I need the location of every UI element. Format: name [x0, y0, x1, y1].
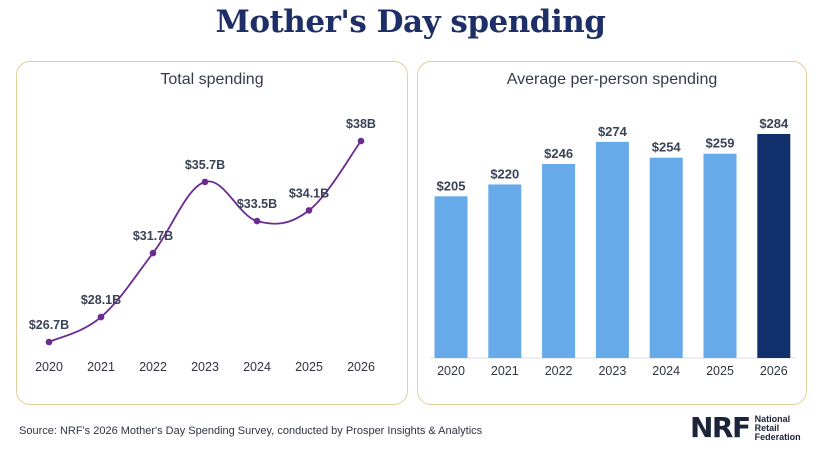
nrf-logo-mark: NRF [690, 411, 751, 444]
bar-2024 [649, 157, 683, 358]
bar-2025 [703, 153, 737, 358]
page-title: Mother's Day spending [215, 4, 606, 40]
line-point-2020 [45, 338, 53, 346]
per-person-panel: Average per-person spending $205 2020 $220… [417, 61, 807, 405]
logo-line-2: Retail [754, 422, 780, 433]
line-point-2026 [357, 137, 365, 145]
bar-2020 [434, 196, 468, 358]
line-point-2024 [253, 217, 261, 225]
bar-2022 [542, 163, 576, 358]
bar-2023 [595, 141, 629, 358]
nrf-logo-text: National Retail Federation [754, 413, 801, 442]
line-x-tick-2024: 2024 [243, 360, 271, 374]
logo-line-1: National [754, 413, 791, 424]
line-x-tick-2022: 2022 [139, 360, 167, 374]
bar-2021 [488, 184, 522, 358]
per-person-bar-chart: $205 2020 $220 2021 $246 2022 $274 2023 $254 2024… [430, 116, 796, 378]
line-data-label-2026: $38B [346, 117, 376, 131]
bar-x-tick-2021: 2021 [491, 364, 519, 378]
line-point-2021 [97, 313, 105, 321]
source-note: Source: NRF's 2026 Mother's Day Spending… [19, 425, 483, 437]
bar-x-tick-2022: 2022 [545, 364, 573, 378]
total-spending-line-chart: $26.7B 2020 $28.1B 2021 $31.7B 2022 $35.7B 2023… [29, 117, 376, 374]
line-x-tick-2025: 2025 [295, 360, 323, 374]
bar-x-tick-2020: 2020 [437, 364, 465, 378]
line-data-label-2022: $31.7B [133, 229, 173, 243]
line-data-label-2024: $33.5B [237, 197, 277, 211]
bar-chart-title: Average per-person spending [506, 71, 718, 88]
bar-data-label-2020: $205 [437, 178, 466, 193]
nrf-logo: NRF National Retail Federation [690, 414, 801, 442]
bar-data-label-2023: $274 [598, 124, 628, 139]
line-data-label-2021: $28.1B [81, 293, 121, 307]
bar-data-label-2024: $254 [652, 140, 682, 155]
bar-x-tick-2024: 2024 [652, 364, 680, 378]
bar-2026 [757, 134, 791, 358]
bar-x-tick-2023: 2023 [598, 364, 626, 378]
bar-data-label-2026: $284 [759, 116, 789, 131]
logo-line-3: Federation [754, 431, 801, 442]
line-data-label-2023: $35.7B [185, 158, 225, 172]
bar-x-tick-2026: 2026 [760, 364, 788, 378]
line-data-label-2025: $34.1B [289, 186, 329, 200]
bar-data-label-2022: $246 [544, 146, 573, 161]
bar-data-label-2025: $259 [706, 136, 735, 151]
total-spending-panel: Total spending $26.7B 2020 $28.1B 2021 $31.7… [16, 61, 408, 405]
line-data-label-2020: $26.7B [29, 318, 69, 332]
line-x-tick-2023: 2023 [191, 360, 219, 374]
line-point-2025 [305, 207, 313, 214]
line-x-tick-2026: 2026 [347, 360, 375, 374]
bar-x-tick-2025: 2025 [706, 364, 734, 378]
line-point-2022 [149, 249, 157, 257]
line-x-tick-2020: 2020 [35, 360, 63, 374]
line-chart-title: Total spending [160, 71, 264, 88]
line-x-tick-2021: 2021 [87, 360, 115, 374]
bar-data-label-2021: $220 [490, 166, 519, 181]
line-point-2023 [201, 178, 209, 186]
